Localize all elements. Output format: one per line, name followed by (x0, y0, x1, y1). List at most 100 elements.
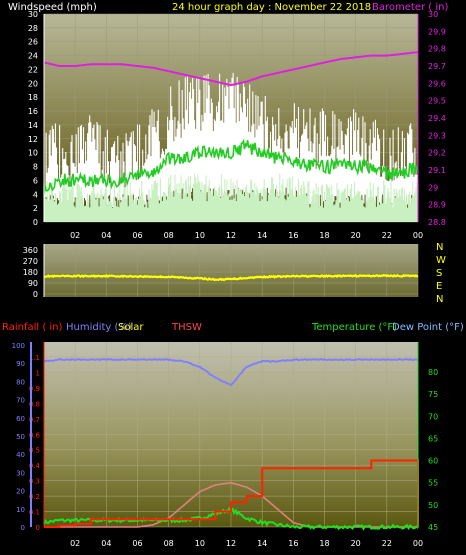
x-tick-label: 14 (257, 539, 267, 548)
barometer-tick-label: 29.3 (428, 131, 446, 140)
x-tick-label: 22 (382, 539, 392, 548)
x-tick-label: 08 (164, 539, 174, 548)
x-tick-label: 04 (101, 231, 111, 240)
humidity-axis-title: Humidity (%) (66, 322, 132, 333)
humidity-tick-label: 40 (16, 451, 25, 459)
humidity-tick-label: 10 (16, 506, 25, 514)
humidity-line (43, 357, 419, 387)
windspeed-tick-label: 4 (33, 190, 38, 199)
x-tick-label: 06 (132, 231, 142, 240)
windspeed-tick-label: 0 (33, 218, 38, 227)
x-tick-label: 16 (288, 231, 298, 240)
thsw-axis-title: THSW (171, 322, 202, 333)
temperature-tick-label: 75 (428, 390, 438, 399)
barometer-tick-label: 29.5 (428, 97, 446, 106)
barometer-tick-label: 30 (428, 10, 438, 19)
x-tick-label: 14 (257, 231, 267, 240)
temperature-tick-label: 65 (428, 434, 438, 443)
wind-x-ticks: 02 04 06 08 10 12 14 16 18 20 22 00 (70, 231, 423, 240)
windspeed-series (43, 72, 419, 222)
windspeed-tick-label: 20 (28, 79, 38, 88)
rainfall-tick-label: 0.1 (29, 509, 40, 517)
rainfall-tick-label: 0 (36, 524, 40, 532)
direction-ticks: 0 90 180 270 360 (23, 246, 38, 299)
rainfall-tick-label: 1.1 (29, 354, 40, 362)
direction-line (43, 273, 419, 282)
humidity-tick-label: 70 (16, 397, 25, 405)
windspeed-tick-label: 22 (28, 65, 38, 74)
compass-label: S (436, 268, 442, 279)
rainfall-tick-label: 0.6 (29, 431, 41, 439)
x-tick-label: 20 (351, 231, 361, 240)
direction-series (43, 273, 419, 282)
temperature-tick-label: 45 (428, 523, 438, 532)
temperature-ticks: 45 50 55 60 65 70 75 80 (428, 368, 438, 532)
solar-axis-title: Solar (118, 322, 144, 333)
rainfall-tick-label: 0.8 (29, 400, 40, 408)
humidity-tick-label: 0 (21, 524, 25, 532)
humidity-tick-label: 50 (16, 433, 25, 441)
x-tick-label: 00 (413, 231, 423, 240)
x-tick-label: 10 (195, 539, 205, 548)
climate-x-ticks: 02 04 06 08 10 12 14 16 18 20 22 00 (70, 539, 423, 548)
barometer-ticks: 28.8 28.9 29 29.1 29.2 29.3 29.4 29.5 29.6 29.7 29… (428, 10, 446, 227)
x-tick-label: 02 (70, 231, 80, 240)
rainfall-tick-label: 0.4 (29, 462, 41, 470)
direction-tick-label: 270 (23, 257, 38, 266)
x-tick-label: 18 (319, 231, 329, 240)
climate-series (43, 357, 419, 531)
humidity-tick-label: 30 (16, 469, 25, 477)
windspeed-tick-label: 28 (28, 24, 38, 33)
barometer-tick-label: 29.9 (428, 27, 446, 36)
rainfall-tick-label: 0.9 (29, 385, 40, 393)
barometer-tick-label: 29.1 (428, 166, 446, 175)
compass-label: W (436, 255, 446, 266)
rainfall-tick-label: 0.7 (29, 416, 40, 424)
windspeed-axis-title: Windspeed (mph) (8, 2, 97, 13)
barometer-tick-label: 28.9 (428, 201, 446, 210)
barometer-tick-label: 29.7 (428, 62, 446, 71)
compass-label: N (436, 294, 443, 305)
direction-tick-label: 180 (23, 268, 38, 277)
windspeed-tick-label: 26 (28, 38, 38, 47)
barometer-tick-label: 28.8 (428, 218, 446, 227)
temperature-tick-label: 50 (428, 501, 438, 510)
temperature-tick-label: 70 (428, 412, 438, 421)
wind-average-line (43, 138, 419, 194)
temperature-tick-label: 55 (428, 479, 438, 488)
x-tick-label: 12 (226, 231, 236, 240)
windspeed-tick-label: 16 (28, 107, 38, 116)
x-tick-label: 10 (195, 231, 205, 240)
temperature-tick-label: 60 (428, 457, 438, 466)
humidity-tick-label: 100 (12, 342, 25, 350)
rainfall-tick-label: 0.5 (29, 447, 40, 455)
barometer-tick-label: 29.2 (428, 149, 446, 158)
barometer-axis-title: Barometer ( in) (372, 2, 448, 13)
humidity-tick-label: 90 (16, 360, 25, 368)
humidity-tick-label: 20 (16, 488, 25, 496)
windspeed-tick-label: 18 (28, 93, 38, 102)
barometer-line (43, 51, 419, 87)
x-tick-label: 16 (288, 539, 298, 548)
x-tick-label: 20 (351, 539, 361, 548)
windspeed-tick-label: 10 (28, 149, 38, 158)
humidity-tick-label: 60 (16, 415, 25, 423)
windspeed-tick-label: 24 (28, 52, 38, 61)
rainfall-tick-label: 0.2 (29, 493, 40, 501)
direction-grid (44, 244, 419, 297)
barometer-tick-label: 29.4 (428, 114, 446, 123)
windspeed-tick-label: 2 (33, 204, 38, 213)
chart-title: 24 hour graph day : November 22 2018 (172, 2, 371, 13)
x-tick-label: 18 (319, 539, 329, 548)
direction-tick-label: 0 (33, 290, 38, 299)
x-tick-label: 00 (413, 539, 423, 548)
windspeed-tick-label: 12 (28, 135, 38, 144)
barometer-tick-label: 29 (428, 183, 438, 192)
compass-label: E (436, 281, 442, 292)
x-tick-label: 12 (226, 539, 236, 548)
rainfall-tick-label: 1 (36, 369, 40, 377)
thsw-line (44, 481, 418, 528)
